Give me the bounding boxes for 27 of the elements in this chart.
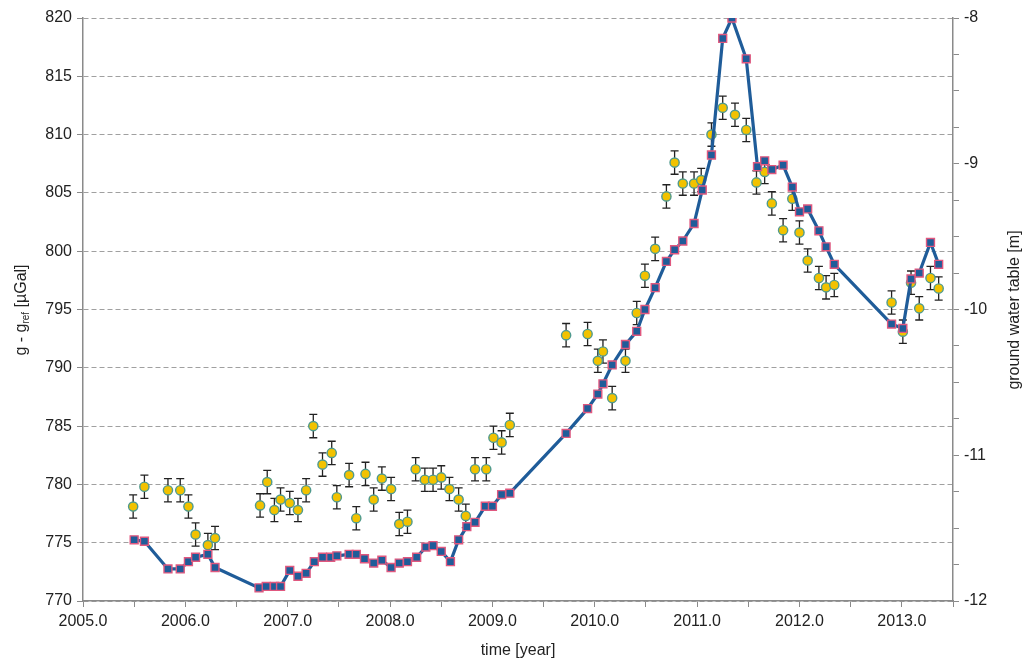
y2-tick-label: -9 [964, 154, 979, 172]
x-tick-label: 2005.0 [58, 612, 108, 630]
y2-axis-title: ground water table [m] [1005, 229, 1022, 390]
x-axis-title: time [year] [480, 640, 556, 658]
x-tick-label: 2007.0 [263, 612, 313, 630]
y-tick-label: 815 [45, 66, 73, 84]
x-tick-label: 2009.0 [467, 612, 517, 630]
y-tick-label: 795 [45, 299, 73, 317]
y-tick-label: 780 [45, 474, 73, 492]
x-tick-label: 2012.0 [775, 612, 825, 630]
x-tick-label: 2011.0 [673, 612, 722, 630]
y-tick-label: 785 [45, 416, 73, 434]
y2-tick-label: -12 [964, 591, 988, 609]
y-tick-label: 770 [45, 591, 73, 609]
y-tick-label: 775 [45, 533, 73, 551]
y-tick-label: 800 [45, 241, 73, 259]
y-tick-label: 810 [45, 125, 73, 143]
x-tick-label: 2010.0 [570, 612, 620, 630]
x-tick-label: 2008.0 [365, 612, 415, 630]
x-tick-label: 2006.0 [160, 612, 210, 630]
y2-tick-label: -11 [964, 445, 987, 463]
y-tick-label: 805 [45, 183, 73, 201]
y-tick-label: 820 [45, 8, 73, 26]
x-tick-label: 2013.0 [877, 612, 927, 630]
y2-tick-label: -8 [964, 8, 979, 26]
y-tick-label: 790 [45, 358, 73, 376]
y2-tick-label: -10 [964, 299, 988, 317]
